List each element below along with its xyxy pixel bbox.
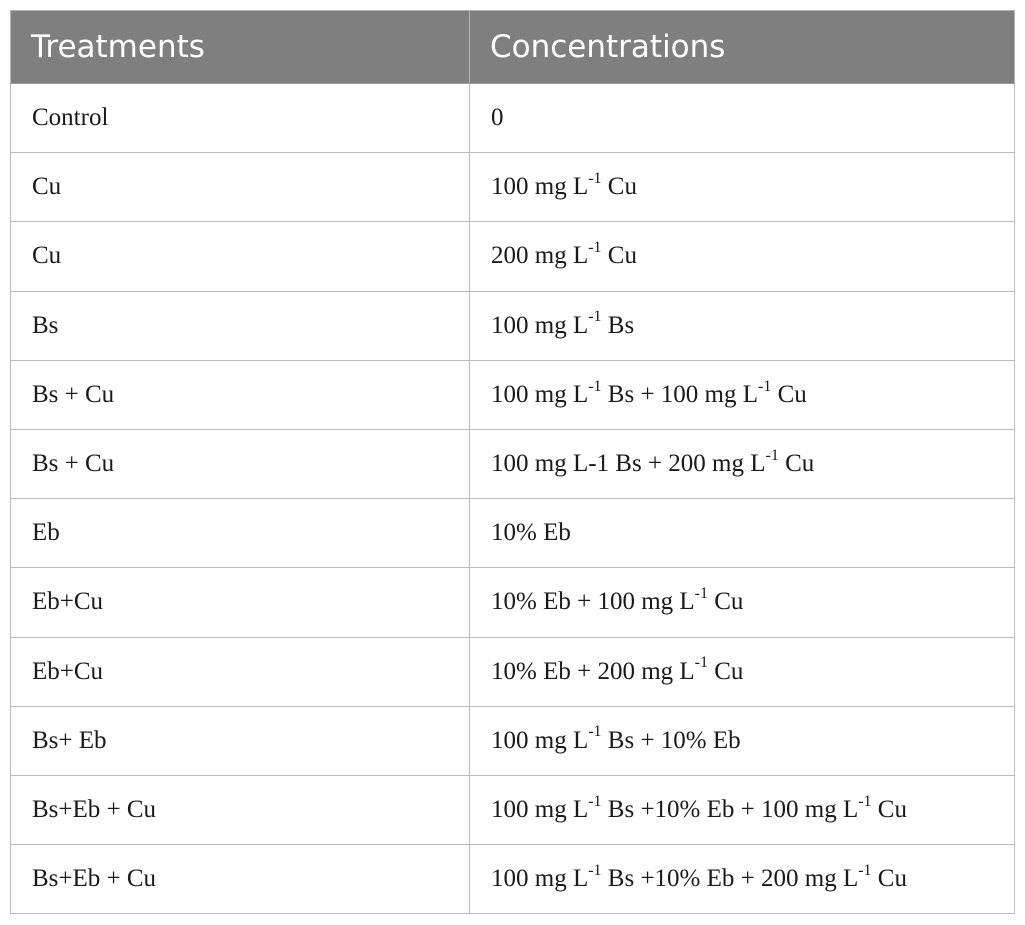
concentration-cell: 10% Eb + 200 mg L-1 Cu bbox=[469, 636, 1015, 707]
concentration-text: 10% Eb + 200 mg L bbox=[491, 657, 695, 685]
unit-exponent: -1 bbox=[758, 377, 772, 395]
table-row: Bs+Eb + Cu 100 mg L-1 Bs +10% Eb + 100 mg… bbox=[10, 774, 1015, 846]
concentration-text: Cu bbox=[871, 795, 907, 823]
table-row: Eb+Cu 10% Eb + 200 mg L-1 Cu bbox=[10, 636, 1015, 707]
treatment-cell: Control bbox=[10, 82, 470, 154]
concentration-text: Cu bbox=[771, 380, 807, 408]
treatments-table: Treatments Concentrations Control 0 Cu 100 … bbox=[10, 10, 1015, 915]
unit-exponent: -1 bbox=[588, 169, 602, 187]
unit-exponent: -1 bbox=[588, 792, 602, 810]
header-treatments: Treatments bbox=[10, 10, 470, 84]
table-row: Eb 10% Eb bbox=[10, 498, 1015, 569]
table-row: Eb+Cu 10% Eb + 100 mg L-1 Cu bbox=[10, 567, 1015, 638]
concentration-cell: 200 mg L-1 Cu bbox=[469, 221, 1015, 292]
treatment-cell: Eb+Cu bbox=[10, 567, 470, 638]
treatment-cell: Eb+Cu bbox=[10, 636, 470, 707]
concentration-text: Cu bbox=[601, 173, 637, 201]
table-row: Control 0 bbox=[10, 82, 1015, 154]
header-row: Treatments Concentrations bbox=[10, 10, 1015, 84]
concentration-text: Cu bbox=[708, 588, 744, 616]
unit-exponent: -1 bbox=[694, 654, 708, 672]
unit-exponent: -1 bbox=[858, 792, 872, 810]
concentration-text: Cu bbox=[778, 450, 815, 478]
treatment-cell: Cu bbox=[10, 152, 470, 223]
concentration-text: Bs +10% Eb + 100 mg L bbox=[601, 795, 859, 823]
table-row: Cu 200 mg L-1 Cu bbox=[10, 221, 1015, 292]
treatment-cell: Bs+ Eb bbox=[10, 705, 470, 776]
table-row: Bs + Cu 100 mg L-1 Bs + 100 mg L-1 Cu bbox=[10, 359, 1015, 430]
concentration-text: Bs + 10% Eb bbox=[601, 726, 741, 754]
concentration-cell: 100 mg L-1 Bs + 100 mg L-1 Cu bbox=[469, 359, 1015, 430]
table-header: Treatments Concentrations bbox=[10, 10, 1015, 84]
concentration-cell: 100 mg L-1 Bs +10% Eb + 100 mg L-1 Cu bbox=[469, 774, 1015, 846]
concentration-cell: 100 mg L-1 Cu bbox=[469, 152, 1015, 223]
concentration-cell: 0 bbox=[469, 82, 1015, 154]
concentration-text: Cu bbox=[601, 242, 637, 270]
concentration-text: 100 mg L bbox=[491, 173, 589, 201]
concentration-cell: 10% Eb + 100 mg L-1 Cu bbox=[469, 567, 1015, 638]
treatments-table-container: Treatments Concentrations Control 0 Cu 100 … bbox=[10, 10, 1015, 915]
concentration-text: Bs bbox=[601, 311, 635, 339]
concentration-text: 100 mg L bbox=[491, 311, 589, 339]
unit-exponent: -1 bbox=[588, 239, 602, 257]
treatment-cell: Eb bbox=[10, 498, 470, 569]
table-body: Control 0 Cu 100 mg L-1 Cu Cu 200 mg L-1 Cu Bs… bbox=[10, 82, 1015, 915]
concentration-text: 100 mg L bbox=[491, 795, 589, 823]
unit-exponent: -1 bbox=[588, 861, 602, 879]
concentration-cell: 100 mg L-1 Bs +10% Eb + 200 mg L-1 Cu bbox=[469, 844, 1015, 915]
concentration-cell: 100 mg L-1 Bs + 200 mg L-1 Cu bbox=[469, 428, 1015, 500]
unit-exponent: -1 bbox=[694, 585, 708, 603]
concentration-text: 10% Eb bbox=[491, 519, 571, 547]
concentration-text: Cu bbox=[871, 865, 907, 893]
concentration-text: 100 mg L bbox=[491, 865, 589, 893]
table-row: Bs 100 mg L-1 Bs bbox=[10, 290, 1015, 361]
concentration-text: 200 mg L bbox=[491, 242, 589, 270]
treatment-cell: Bs + Cu bbox=[10, 428, 470, 500]
table-row: Bs+Eb + Cu 100 mg L-1 Bs +10% Eb + 200 mg… bbox=[10, 844, 1015, 915]
concentration-text: Bs +10% Eb + 200 mg L bbox=[601, 865, 859, 893]
concentration-cell: 10% Eb bbox=[469, 498, 1015, 569]
unit-exponent: -1 bbox=[588, 377, 602, 395]
treatment-cell: Cu bbox=[10, 221, 470, 292]
concentration-text: 100 mg L bbox=[491, 726, 589, 754]
table-row: Bs + Cu 100 mg L-1 Bs + 200 mg L-1 Cu bbox=[10, 428, 1015, 500]
treatment-cell: Bs + Cu bbox=[10, 359, 470, 430]
concentration-cell: 100 mg L-1 Bs bbox=[469, 290, 1015, 361]
concentration-text: Cu bbox=[708, 657, 744, 685]
concentration-text: 100 mg L-1 Bs + 200 mg L bbox=[491, 450, 766, 478]
concentration-cell: 100 mg L-1 Bs + 10% Eb bbox=[469, 705, 1015, 776]
unit-exponent: -1 bbox=[588, 308, 602, 326]
treatment-cell: Bs bbox=[10, 290, 470, 361]
header-concentrations: Concentrations bbox=[469, 10, 1015, 84]
unit-exponent: -1 bbox=[858, 861, 872, 879]
concentration-text: 100 mg L bbox=[491, 380, 589, 408]
concentration-text: 0 bbox=[491, 104, 504, 132]
table-row: Cu 100 mg L-1 Cu bbox=[10, 152, 1015, 223]
table-row: Bs+ Eb 100 mg L-1 Bs + 10% Eb bbox=[10, 705, 1015, 776]
concentration-text: 10% Eb + 100 mg L bbox=[491, 588, 695, 616]
treatment-cell: Bs+Eb + Cu bbox=[10, 844, 470, 915]
unit-exponent: -1 bbox=[765, 446, 779, 464]
concentration-text: Bs + 100 mg L bbox=[601, 380, 759, 408]
treatment-cell: Bs+Eb + Cu bbox=[10, 774, 470, 846]
unit-exponent: -1 bbox=[588, 723, 602, 741]
